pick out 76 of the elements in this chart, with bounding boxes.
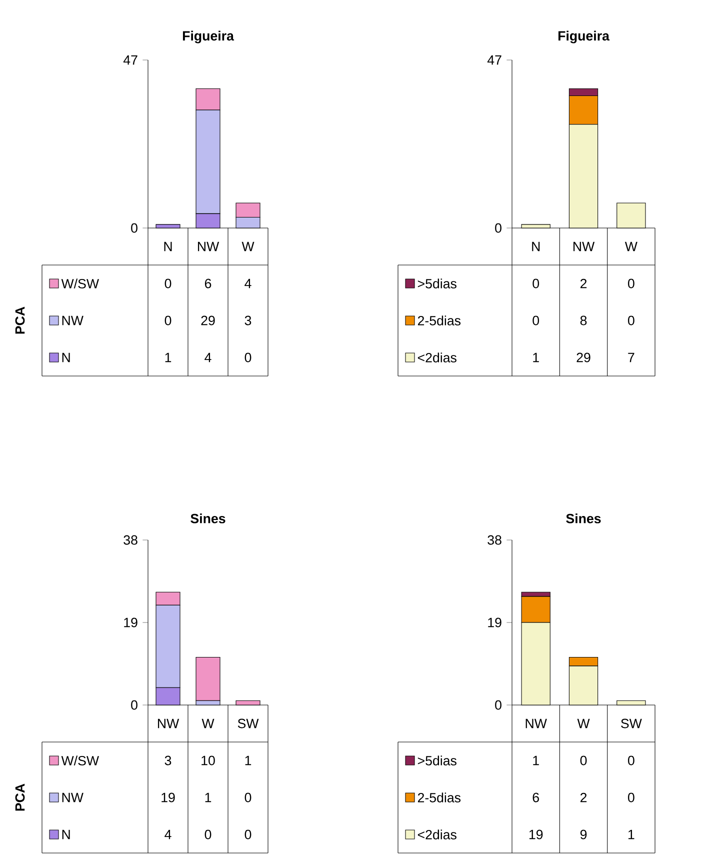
data-label: 1 (628, 830, 634, 840)
y-tick-label: 0 (131, 700, 138, 710)
x-tick-label: SW (238, 718, 259, 728)
data-label: 0 (628, 792, 634, 802)
data-label: 19 (529, 830, 543, 840)
data-label: 4 (204, 352, 212, 362)
data-label: 0 (580, 756, 587, 766)
data-label: 29 (576, 352, 590, 362)
x-tick-label: SW (621, 718, 642, 728)
y-tick-label: 19 (488, 618, 502, 628)
data-label: 7 (628, 352, 634, 362)
data-label: 1 (205, 792, 212, 802)
x-tick-label: NW (526, 718, 547, 728)
x-tick-label: W (202, 718, 214, 728)
x-tick-label: W (577, 718, 590, 728)
y-tick-label: 38 (124, 535, 138, 545)
x-tick-label: NW (158, 718, 180, 728)
data-label: 0 (532, 316, 540, 326)
x-tick-label: W (624, 242, 638, 252)
data-label: 0 (164, 316, 172, 326)
legend-label: <2dias (418, 830, 456, 840)
data-label: 0 (244, 830, 252, 840)
data-label: 0 (244, 792, 252, 802)
y-tick-label: 19 (124, 618, 138, 628)
data-label: 10 (202, 756, 215, 766)
legend-label: >5dias (418, 278, 456, 288)
legend-label: W/SW (61, 756, 99, 766)
data-label: 0 (628, 278, 634, 288)
legend-label: NW (62, 792, 84, 802)
data-label: 6 (204, 278, 212, 288)
data-label: 6 (532, 792, 539, 802)
legend-label: 2-5dias (418, 792, 461, 802)
data-label: 0 (204, 830, 212, 840)
chart-title: Sines (190, 514, 226, 524)
data-label: 3 (244, 316, 252, 326)
data-label: 1 (533, 352, 539, 362)
x-tick-label: NW (573, 242, 595, 252)
data-label: 19 (162, 792, 175, 802)
y-axis-title: PCA (15, 306, 25, 334)
data-label: 4 (244, 278, 252, 288)
data-label: 0 (164, 278, 172, 288)
data-label: 2 (580, 278, 587, 288)
y-axis-title: PCA (15, 784, 25, 811)
legend-label: >5dias (418, 756, 456, 766)
chart-title: Sines (566, 514, 601, 524)
legend-label: NW (62, 316, 84, 326)
x-tick-label: N (164, 242, 172, 252)
legend-label: N (62, 352, 70, 362)
data-label: 0 (628, 316, 634, 326)
data-label: 8 (580, 316, 587, 326)
chart-title: Figueira (558, 30, 610, 44)
data-label: 29 (201, 316, 215, 326)
data-label: 3 (164, 756, 172, 766)
x-tick-label: N (532, 242, 540, 252)
legend-label: W/SW (61, 278, 99, 288)
data-label: 0 (244, 352, 252, 362)
y-tick-label: 47 (123, 55, 138, 65)
legend-label: 2-5dias (418, 316, 461, 326)
legend-label: <2dias (418, 352, 456, 362)
y-tick-label: 0 (495, 700, 502, 710)
y-tick-label: 0 (131, 223, 138, 233)
y-tick-label: 38 (488, 535, 502, 545)
data-label: 2 (580, 792, 587, 802)
data-label: 4 (164, 830, 172, 840)
data-label: 0 (532, 278, 540, 288)
data-label: 1 (245, 756, 252, 766)
y-tick-label: 0 (495, 223, 502, 233)
data-label: 1 (165, 352, 172, 362)
legend-label: N (62, 830, 70, 840)
chart-title: Figueira (182, 30, 234, 44)
y-tick-label: 47 (487, 55, 502, 65)
data-label: 9 (580, 830, 587, 840)
x-tick-label: W (242, 242, 254, 252)
x-tick-label: NW (198, 242, 220, 252)
data-label: 1 (533, 756, 539, 766)
data-label: 0 (628, 756, 634, 766)
